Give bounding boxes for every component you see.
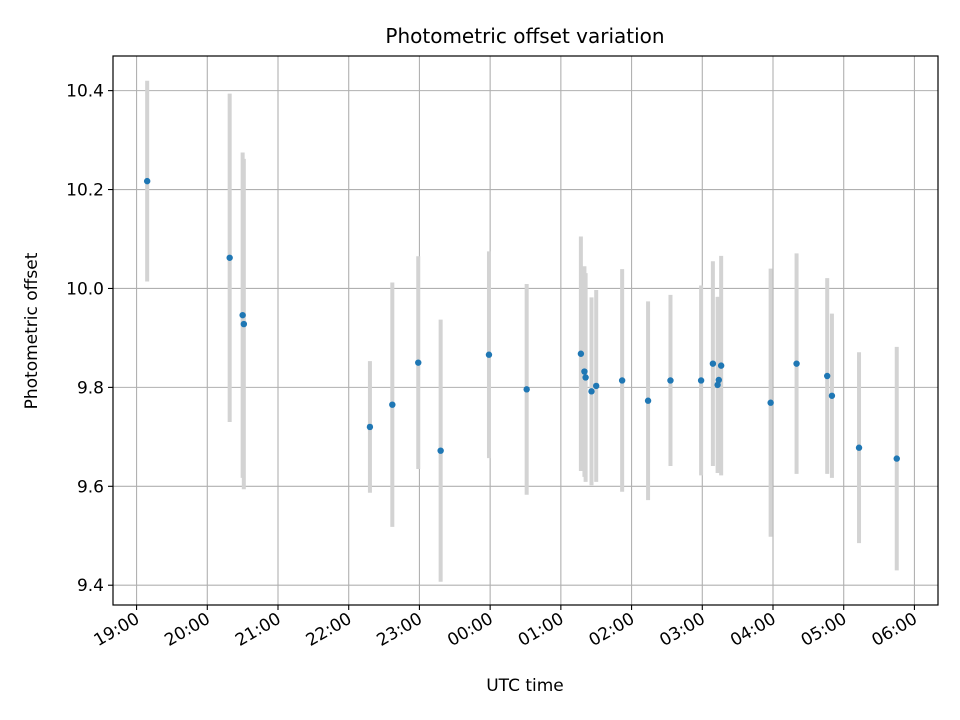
data-point [715, 376, 722, 384]
y-tick-label: 10.2 [66, 181, 104, 201]
y-axis-label: Photometric offset [22, 252, 42, 409]
data-point [577, 350, 585, 357]
data-point [588, 388, 595, 395]
data-point [709, 360, 717, 367]
data-point [717, 362, 725, 369]
data-point [143, 177, 151, 185]
data-point [618, 377, 626, 384]
data-point [855, 444, 863, 451]
data-point [437, 447, 444, 454]
data-point [667, 377, 674, 384]
data-point [415, 359, 422, 366]
data-point [582, 374, 589, 381]
data-point [226, 254, 233, 261]
data-point [767, 399, 774, 406]
data-point [893, 455, 900, 462]
data-point [714, 381, 721, 389]
data-point [485, 351, 493, 358]
y-tick-label: 9.8 [77, 378, 104, 398]
chart-title: Photometric offset variation [385, 24, 664, 48]
data-point [239, 311, 246, 319]
y-tick-label: 10.4 [66, 82, 104, 102]
data-point [644, 397, 652, 404]
y-tick-label: 10.0 [66, 279, 104, 299]
plot-area-frame [112, 55, 939, 606]
data-point [828, 392, 836, 399]
data-point [581, 368, 588, 375]
data-point [366, 423, 374, 431]
data-point [389, 401, 396, 408]
data-point [523, 386, 530, 393]
data-point [793, 360, 800, 367]
x-axis-label: UTC time [486, 676, 564, 696]
y-tick-label: 9.4 [77, 576, 104, 596]
data-points [143, 177, 900, 462]
data-point [240, 320, 248, 328]
data-point [824, 372, 831, 380]
data-point [593, 382, 600, 390]
data-point [697, 377, 705, 384]
y-tick-label: 9.6 [77, 477, 104, 497]
